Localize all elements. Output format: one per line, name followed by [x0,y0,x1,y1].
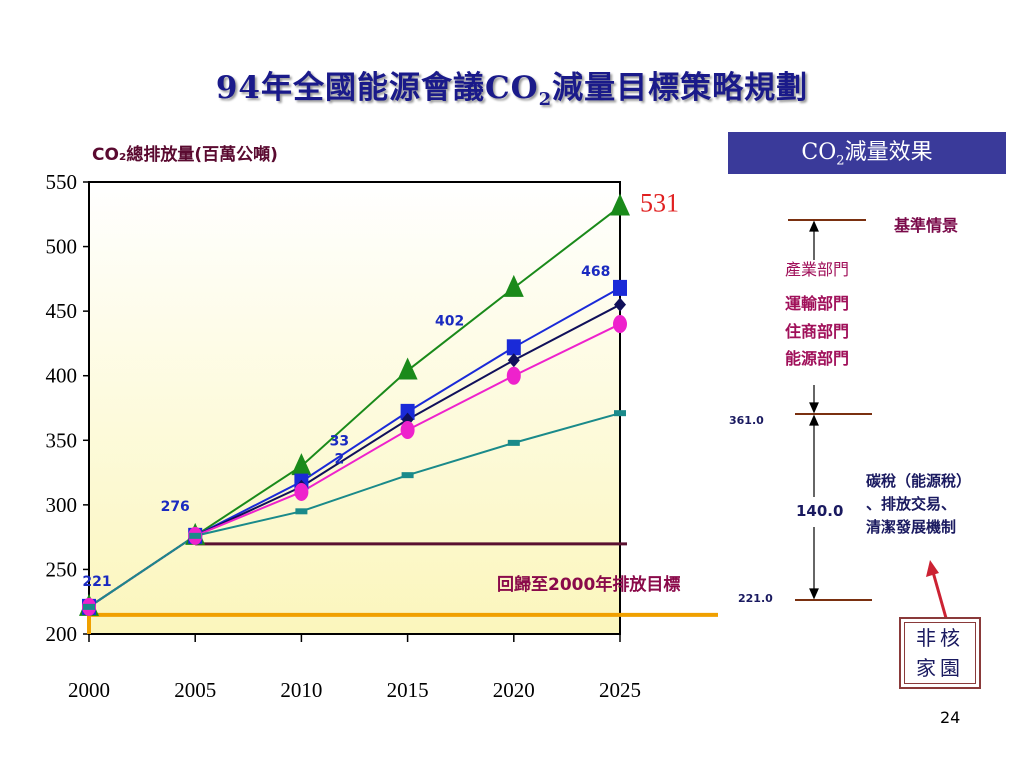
data-point-circle [400,420,415,439]
data-point-circle [294,482,309,501]
non-nuclear-line-1: 非核 [916,626,964,650]
page-title: 94年全國能源會議CO2減量目標策略規劃 [215,70,809,111]
data-point-bar [507,439,520,446]
y-axis-label: CO₂總排放量(百萬公噸) [92,145,278,165]
data-label: 2 [335,452,345,468]
data-point-triangle [503,274,524,297]
data-label: 402 [435,314,464,330]
data-point-bar [189,532,202,539]
data-label: 221 [82,574,111,590]
industry-label: 產業部門 [785,260,850,279]
x-tick-label: 2020 [493,678,535,702]
data-point-triangle [397,357,418,380]
value-221: 221.0 [738,592,773,605]
data-point-bar [614,410,626,417]
non-nuclear-box: 非核 家園 [899,617,981,689]
measures-line-1: 碳稅（能源稅） [866,472,972,490]
residential-label: 住商部門 [785,322,850,341]
energy-label: 能源部門 [785,349,850,368]
series-line-bar [88,412,621,608]
data-label: 276 [161,499,190,515]
y-tick-label: 400 [46,364,78,388]
measures-line-3: 清潔發展機制 [866,518,957,536]
reduction-effect-header: CO2減量效果 [728,132,1006,174]
y-tick-label: 350 [46,428,78,452]
target-label: 回歸至2000年排放目標 [497,574,680,595]
baseline-label: 基準情景 [894,216,959,235]
data-point-bar [83,603,95,610]
non-nuclear-arrow [926,560,948,619]
data-label: 468 [581,264,610,280]
x-tick-label: 2005 [174,678,216,702]
y-tick-label: 500 [46,235,78,259]
x-tick-label: 2015 [387,678,429,702]
y-tick-label: 250 [46,557,78,581]
x-tick-label: 2025 [599,678,641,702]
peak-label: 531 [640,189,679,218]
plot-area [88,181,621,635]
x-tick-label: 2010 [280,678,322,702]
data-point-circle [506,366,521,385]
y-tick-label: 200 [46,622,78,646]
x-tick-label: 2000 [68,678,110,702]
data-label: 33 [330,434,349,450]
measures-line-2: 、排放交易、 [866,495,957,513]
non-nuclear-line-2: 家園 [916,656,964,680]
y-tick-label: 550 [46,170,78,194]
transport-label: 運輸部門 [785,294,850,313]
data-point-square [400,403,415,420]
y-tick-label: 300 [46,493,78,517]
data-point-square [613,279,627,296]
data-point-square [506,339,521,356]
data-point-circle [613,315,627,334]
y-tick-label: 450 [46,299,78,323]
value-140: 140.0 [796,502,844,520]
right-panel-arrows [809,220,819,600]
value-361: 361.0 [729,414,764,427]
data-point-diamond [507,353,520,368]
data-point-bar [401,472,414,479]
data-point-triangle [610,193,630,216]
data-point-diamond [614,297,626,312]
right-panel-rules [788,219,872,601]
page-number: 24 [940,708,961,727]
data-point-triangle [291,453,312,476]
data-point-bar [295,508,308,515]
measures-text: 碳稅（能源稅） 、排放交易、 清潔發展機制 [866,470,971,539]
